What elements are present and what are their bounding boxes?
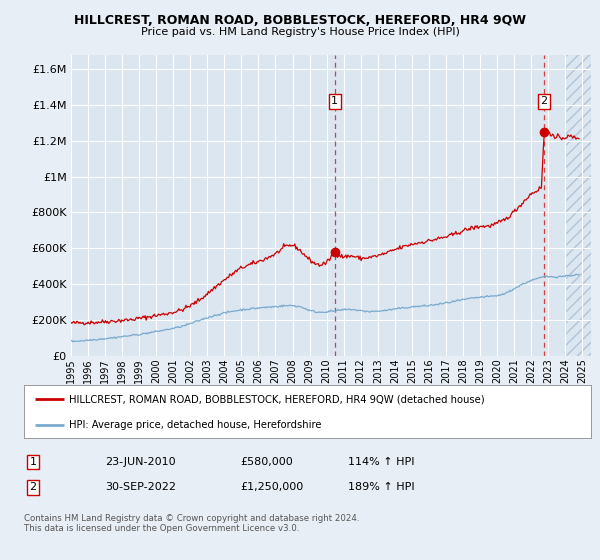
Text: 2: 2 [29,482,37,492]
Text: HPI: Average price, detached house, Herefordshire: HPI: Average price, detached house, Here… [70,419,322,430]
Text: Contains HM Land Registry data © Crown copyright and database right 2024.
This d: Contains HM Land Registry data © Crown c… [24,514,359,534]
Text: 1: 1 [331,96,338,106]
Text: 2: 2 [541,96,548,106]
Text: HILLCREST, ROMAN ROAD, BOBBLESTOCK, HEREFORD, HR4 9QW (detached house): HILLCREST, ROMAN ROAD, BOBBLESTOCK, HERE… [70,394,485,404]
Text: 1: 1 [29,457,37,467]
Text: £580,000: £580,000 [240,457,293,467]
Text: Price paid vs. HM Land Registry's House Price Index (HPI): Price paid vs. HM Land Registry's House … [140,27,460,37]
Text: 30-SEP-2022: 30-SEP-2022 [105,482,176,492]
Text: 23-JUN-2010: 23-JUN-2010 [105,457,176,467]
Text: 189% ↑ HPI: 189% ↑ HPI [348,482,415,492]
Text: 114% ↑ HPI: 114% ↑ HPI [348,457,415,467]
Text: £1,250,000: £1,250,000 [240,482,303,492]
Text: HILLCREST, ROMAN ROAD, BOBBLESTOCK, HEREFORD, HR4 9QW: HILLCREST, ROMAN ROAD, BOBBLESTOCK, HERE… [74,14,526,27]
